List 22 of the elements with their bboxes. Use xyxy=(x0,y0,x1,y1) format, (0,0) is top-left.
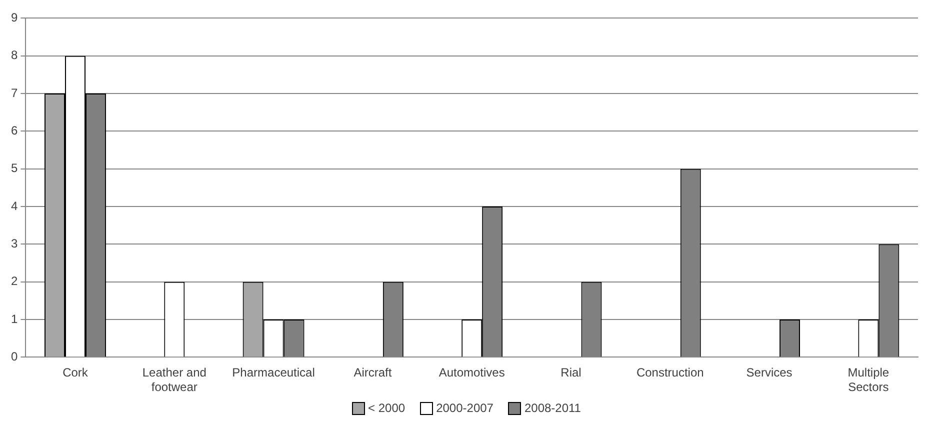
y-tick-label: 8 xyxy=(10,48,18,62)
x-tick-label: Rial xyxy=(560,366,582,380)
y-tick-label: 0 xyxy=(10,350,18,364)
y-tick-label: 3 xyxy=(10,236,18,251)
x-tick-label: Automotives xyxy=(438,366,505,380)
y-tick-label: 6 xyxy=(10,124,18,138)
x-tick-label: Construction xyxy=(636,366,704,380)
x-tick-label: Leather and footwear xyxy=(142,366,206,394)
legend-label: 2000-2007 xyxy=(436,401,494,415)
x-tick-label: Cork xyxy=(62,366,89,380)
y-tick-label: 4 xyxy=(10,198,18,213)
y-tick-label: 7 xyxy=(10,86,18,100)
x-tick-label: Multiple Sectors xyxy=(848,366,890,394)
x-tick-label: Services xyxy=(746,366,792,380)
x-tick-label: Aircraft xyxy=(354,366,392,380)
y-tick-label: 2 xyxy=(10,274,18,288)
y-tick-label: 5 xyxy=(10,161,18,176)
legend-label: < 2000 xyxy=(368,401,406,415)
x-tick-label: Pharmaceutical xyxy=(232,366,315,380)
y-tick-label: 1 xyxy=(10,312,18,326)
y-tick-label: 9 xyxy=(10,10,18,25)
legend-label: 2008-2011 xyxy=(524,401,581,415)
